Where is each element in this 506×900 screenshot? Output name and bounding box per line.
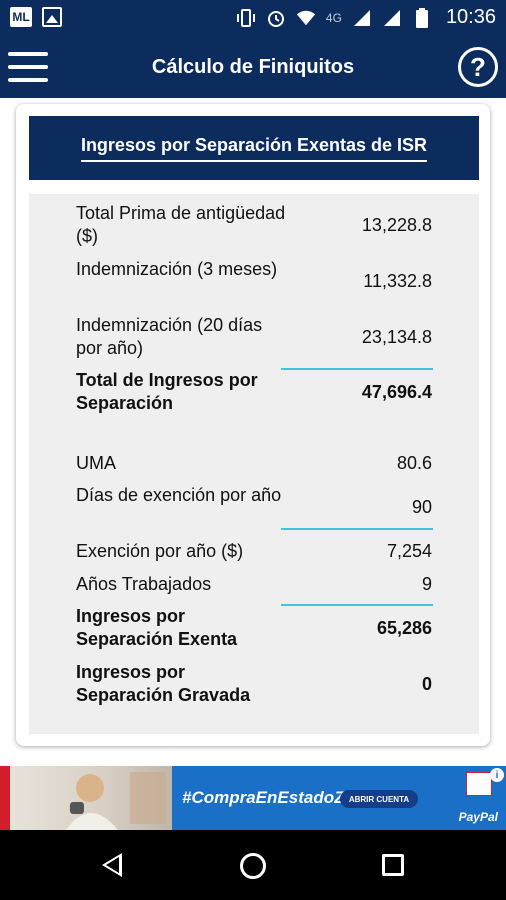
menu-icon[interactable] — [8, 48, 48, 86]
row-label: Ingresos por Separación Exenta — [76, 606, 238, 649]
row-uma: UMA 80.6 — [76, 452, 432, 475]
row-value: 0 — [421, 674, 432, 694]
help-button[interactable]: ? — [458, 47, 498, 87]
row-value: 7,254 — [386, 541, 432, 561]
row-value: 9 — [421, 574, 432, 594]
system-nav-bar — [0, 830, 506, 900]
row-label: Exención por año ($) — [76, 541, 244, 561]
row-separacion-gravada: Ingresos por Separación Gravada 0 — [76, 661, 432, 707]
status-bar: ML 4G 10:36 — [0, 0, 506, 36]
section-header: Ingresos por Separación Exentas de ISR — [29, 116, 479, 180]
ad-logo-icon — [466, 772, 492, 796]
row-label: Años Trabajados — [76, 574, 212, 594]
separator-line — [281, 604, 433, 606]
clock: 10:36 — [445, 6, 496, 28]
vibrate-icon — [236, 7, 256, 29]
section-title: Ingresos por Separación Exentas de ISR — [80, 135, 428, 162]
row-indemnizacion-3-meses: Indemnización (3 meses) 11,332.8 — [76, 258, 432, 304]
row-label: Indemnización (3 meses) — [76, 259, 278, 279]
row-value: 80.6 — [396, 453, 432, 473]
signal-secondary-icon — [382, 7, 402, 29]
row-prima-antiguedad: Total Prima de antigüedad ($) 13,228.8 — [76, 202, 432, 248]
battery-icon — [412, 7, 432, 29]
results-card: Ingresos por Separación Exentas de ISR T… — [16, 104, 490, 746]
ad-hashtag: #CompraEnEstadoZen — [182, 788, 365, 807]
row-value: 65,286 — [376, 618, 432, 638]
separator-line — [281, 528, 433, 530]
back-icon[interactable] — [102, 853, 122, 877]
row-exencion-anio: Exención por año ($) 7,254 — [76, 540, 432, 563]
row-label: Total Prima de antigüedad ($) — [76, 203, 286, 246]
ad-accent-strip — [0, 766, 10, 830]
ad-image — [10, 766, 172, 830]
wifi-icon — [296, 7, 316, 29]
row-value: 47,696.4 — [361, 382, 432, 402]
alarm-icon — [266, 7, 286, 29]
separator-line — [281, 368, 433, 370]
results-list: Total Prima de antigüedad ($) 13,228.8 I… — [29, 194, 479, 734]
ad-cta-button[interactable]: ABRIR CUENTA — [340, 790, 418, 808]
row-value: 13,228.8 — [361, 215, 432, 235]
row-indemnizacion-20-dias: Indemnización (20 días por año) 23,134.8 — [76, 314, 432, 360]
row-label: Indemnización (20 días por año) — [76, 315, 263, 358]
ad-brand: PayPal — [458, 810, 498, 824]
recent-apps-icon[interactable] — [382, 854, 404, 876]
home-icon[interactable] — [240, 853, 266, 879]
row-anios-trabajados: Años Trabajados 9 — [76, 573, 432, 596]
row-separacion-exenta: Ingresos por Separación Exenta 65,286 — [76, 605, 432, 651]
signal-icon — [352, 7, 372, 29]
row-label: Ingresos por Separación Gravada — [76, 662, 251, 705]
page-title: Cálculo de Finiquitos — [151, 56, 355, 78]
row-label: Días de exención por año — [76, 485, 282, 505]
ad-banner[interactable]: #CompraEnEstadoZen ABRIR CUENTA i PayPal — [0, 766, 506, 830]
row-value: 90 — [411, 497, 432, 517]
network-type: 4G — [325, 10, 342, 25]
row-dias-exencion: Días de exención por año 90 — [76, 484, 432, 530]
app-notification-icon: ML — [10, 7, 32, 27]
row-label: Total de Ingresos por Separación — [76, 370, 258, 413]
row-total-ingresos: Total de Ingresos por Separación 47,696.… — [76, 369, 432, 415]
image-notification-icon — [42, 7, 62, 27]
app-header: Cálculo de Finiquitos ? — [0, 36, 506, 98]
ad-info-icon[interactable]: i — [490, 768, 504, 782]
row-value: 23,134.8 — [361, 327, 432, 347]
row-value: 11,332.8 — [363, 271, 432, 291]
row-label: UMA — [76, 453, 116, 473]
